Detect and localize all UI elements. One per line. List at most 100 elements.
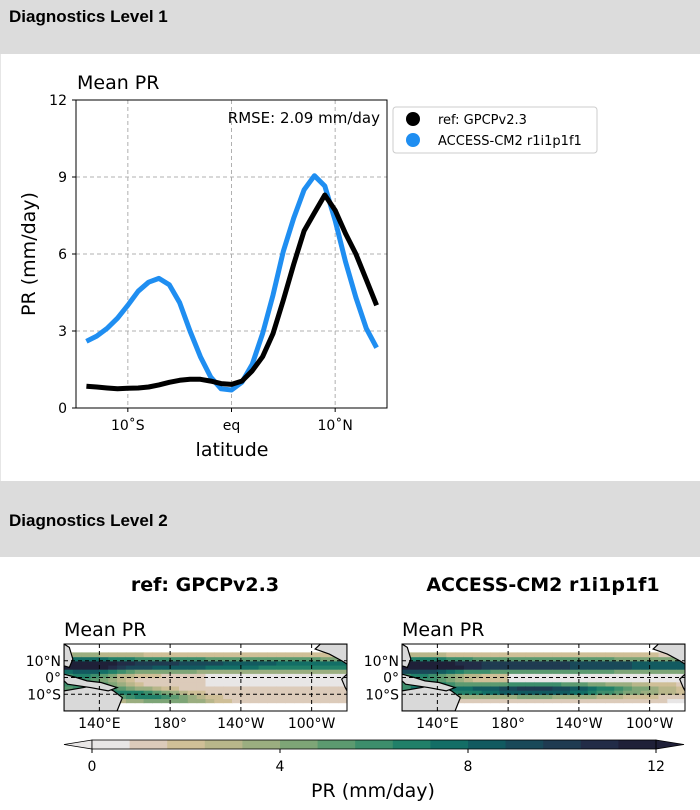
map-cell [125, 677, 136, 683]
map-cell [455, 673, 465, 679]
map-cell [152, 660, 162, 666]
map-cell [214, 677, 224, 683]
map-cell [320, 698, 330, 704]
map-cell [587, 685, 598, 691]
map-cell [170, 669, 180, 674]
land-philippines [64, 644, 74, 669]
map-cell [240, 656, 251, 662]
map-cell [543, 664, 553, 670]
map-cell [302, 660, 313, 666]
colorbar-segment [129, 740, 168, 749]
colorbar-segment [92, 740, 130, 749]
map-cell [232, 656, 242, 662]
map-cell [329, 677, 339, 683]
map-cell [517, 681, 527, 687]
map-cell [152, 685, 162, 691]
map-cell [455, 664, 465, 670]
map-cell [267, 694, 277, 700]
map-cell [258, 694, 268, 700]
map-cell [302, 669, 313, 674]
map-cell [596, 694, 606, 700]
map-cell [99, 673, 109, 679]
map-cell [205, 656, 215, 662]
map-cell [161, 660, 171, 666]
map-cell [614, 681, 624, 687]
legend-marker-ref [406, 112, 420, 126]
map-cell [508, 681, 518, 687]
map-cell [587, 698, 598, 704]
map-cell [161, 673, 171, 679]
map-cell [240, 690, 251, 695]
colorbar-segment [580, 740, 619, 749]
map-cell [658, 652, 668, 658]
map-cell [649, 669, 659, 674]
map-cell [311, 685, 321, 691]
map-cell [517, 673, 527, 679]
map-cell [534, 685, 545, 691]
map-cell [499, 673, 509, 679]
map-cell [223, 669, 233, 674]
map-cell [455, 669, 465, 674]
map-cell [179, 677, 189, 683]
legend-marker-model [406, 133, 420, 147]
map-cell [205, 669, 215, 674]
map-cell [587, 656, 598, 662]
map-cell [214, 673, 224, 679]
map-cell [320, 690, 330, 695]
map-cell [463, 656, 474, 662]
map-cell [223, 677, 233, 683]
map-cell [196, 669, 207, 674]
map-cell [240, 652, 251, 658]
map-cell [125, 681, 136, 687]
map-cell [311, 673, 321, 679]
map-cell [437, 673, 447, 679]
map-cell [285, 669, 295, 674]
chart-title: Mean PR [77, 72, 159, 94]
map-cell [481, 690, 491, 695]
colorbar-segment [392, 740, 431, 749]
map-cell [108, 669, 118, 674]
map-cell [508, 694, 518, 700]
map-cell [240, 664, 251, 670]
map-cell [329, 681, 339, 687]
map-cell [223, 690, 233, 695]
map-cell [534, 677, 545, 683]
map-cell [170, 681, 180, 687]
map-cell [623, 685, 633, 691]
map-cell [561, 652, 571, 658]
map-cell [490, 685, 500, 691]
x-tick-label: eq [223, 418, 241, 434]
map-cell [570, 664, 580, 670]
map-cell [570, 694, 580, 700]
map-cell [428, 660, 438, 666]
map-cell [320, 669, 330, 674]
colorbar [63, 739, 685, 750]
map-cell [320, 664, 330, 670]
map-cell [543, 681, 553, 687]
map-cell [311, 694, 321, 700]
map-cell [249, 664, 260, 670]
map-cell [258, 664, 268, 670]
map-cell [472, 694, 483, 700]
map-cell [596, 677, 606, 683]
map-cell [170, 652, 180, 658]
map-cell [81, 660, 92, 666]
map-cell [543, 656, 553, 662]
map-cell [437, 669, 447, 674]
map-cell [214, 690, 224, 695]
map-cell [108, 673, 118, 679]
map-cell [161, 669, 171, 674]
map-cell [134, 660, 145, 666]
map-cell [134, 673, 145, 679]
map-cell [623, 652, 633, 658]
map-cell [161, 681, 171, 687]
map-cell [205, 698, 215, 704]
land-south-america [678, 673, 685, 692]
colorbar-segment [204, 740, 243, 749]
map-cell [134, 664, 145, 670]
map-cell [578, 673, 589, 679]
map-cell [329, 690, 339, 695]
map-cell [249, 698, 260, 704]
map-cell [605, 681, 615, 687]
map-cell [455, 698, 465, 704]
